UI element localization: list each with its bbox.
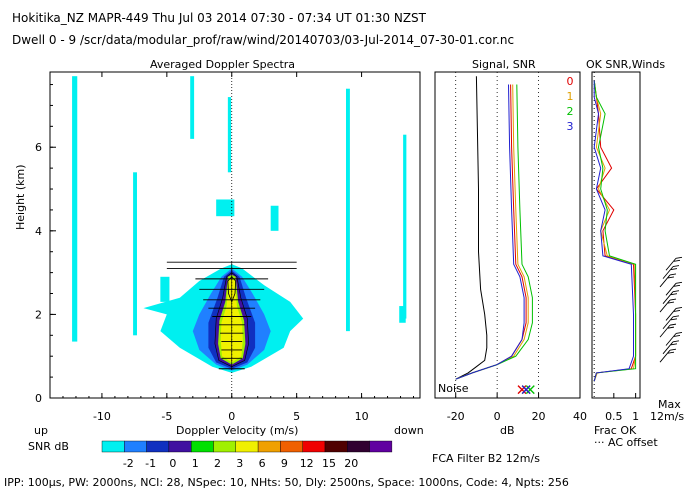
echo-strip-0	[72, 76, 78, 342]
colorbar-tick-8: 12	[300, 457, 314, 470]
wind-barb-8	[665, 281, 683, 296]
colorbar-swatch-2	[146, 440, 170, 453]
colorbar-tick-10: 20	[344, 457, 358, 470]
snr-xtick-label-2: 20	[532, 410, 546, 423]
file-path-line: Dwell 0 - 9 /scr/data/modular_prof/raw/w…	[12, 33, 515, 47]
colorbar-tick-3: 1	[192, 457, 199, 470]
echo-strip-1	[133, 172, 137, 336]
colorbar-tick-4: 2	[214, 457, 221, 470]
wind-barb-7	[662, 290, 680, 304]
snr-xtick-label-3: 40	[573, 410, 587, 423]
ac-offset-label: ··· AC offset	[594, 436, 658, 449]
echo-strip-5	[403, 134, 407, 319]
colorbar-swatch-10	[324, 440, 348, 453]
winds-title: OK SNR,Winds	[586, 58, 666, 71]
spectra-ytick-label-1: 2	[35, 308, 42, 321]
colorbar-swatch-5	[213, 440, 236, 453]
spectra-ytick-label-2: 4	[35, 225, 42, 238]
snr-title: Signal, SNR	[472, 58, 536, 71]
snr-series-signal-2	[455, 84, 533, 380]
winds-legend-0: 0	[567, 75, 574, 88]
colorbar-tick-1: -1	[145, 457, 156, 470]
echo-strip-9	[399, 306, 406, 323]
spectra-title: Averaged Doppler Spectra	[150, 58, 296, 71]
snr-series-signal-0	[455, 84, 527, 380]
winds-xtick-label-0: 0.5	[605, 410, 623, 423]
echo-strip-4	[346, 88, 350, 332]
snr-series-noise	[455, 76, 488, 380]
wind-barb-1	[662, 340, 680, 355]
echo-strip-3	[227, 97, 232, 173]
wind-barb-11	[665, 256, 683, 271]
colorbar-swatch-12	[369, 440, 393, 453]
winds-frame	[591, 71, 641, 399]
winds-legend-2: 2	[567, 105, 574, 118]
frac-ok-label: Frac OK	[594, 424, 637, 437]
wind-barb-10	[662, 265, 680, 279]
colorbar-tick-6: 6	[259, 457, 266, 470]
colorbar-tick-9: 15	[322, 457, 336, 470]
echo-strip-2	[190, 76, 195, 139]
x-axis-label: Doppler Velocity (m/s)	[176, 424, 299, 437]
winds-series-3	[593, 80, 634, 382]
colorbar-swatch-3	[168, 440, 192, 453]
snr-series-signal-3	[455, 84, 525, 380]
snr-noise-marker-2	[525, 385, 535, 395]
wind-barb-6	[659, 298, 677, 313]
max-label: Max	[658, 398, 681, 411]
max-value: 12m/s	[650, 410, 685, 423]
colorbar-swatch-9	[302, 440, 326, 453]
spectra-xtick-label-4: 10	[355, 410, 369, 423]
spectra-xtick-label-2: 0	[228, 410, 235, 423]
wind-barb-9	[659, 273, 677, 288]
wind-barb-5	[665, 306, 683, 321]
noise-label: Noise	[438, 382, 469, 395]
colorbar-swatch-6	[235, 440, 259, 453]
snr-xtick-label-0: -20	[447, 410, 465, 423]
wind-barb-3	[659, 323, 677, 338]
spectra-xtick-label-3: 5	[293, 410, 300, 423]
snr-xtick-label-1: 0	[494, 410, 501, 423]
spectra-ytick-label-3: 6	[35, 141, 42, 154]
winds-series-2	[593, 80, 637, 382]
filter-label: FCA Filter B2 12m/s	[432, 452, 540, 465]
snr-xlabel: dB	[500, 424, 515, 437]
colorbar-tick-7: 9	[281, 457, 288, 470]
winds-legend-1: 1	[567, 90, 574, 103]
winds-legend-3: 3	[567, 120, 574, 133]
colorbar-tick-2: 0	[169, 457, 176, 470]
echo-strip-7	[160, 276, 170, 302]
snr-noise-marker-3	[521, 385, 531, 395]
colorbar-tick-5: 3	[236, 457, 243, 470]
wind-barb-0	[659, 348, 677, 363]
snr-noise-marker-0	[517, 385, 527, 395]
colorbar-swatch-4	[190, 440, 214, 453]
instrument-params: IPP: 100µs, PW: 2000ns, NCI: 28, NSpec: …	[4, 476, 569, 489]
title-line: Hokitika_NZ MAPR-449 Thu Jul 03 2014 07:…	[12, 11, 426, 25]
snr-frame	[434, 71, 581, 399]
colorbar-swatch-0	[101, 440, 125, 453]
colorbar-swatch-11	[347, 440, 370, 453]
wind-barb-2	[665, 332, 683, 346]
echo-strip-6	[216, 199, 235, 217]
spectra-xtick-label-0: -10	[93, 410, 111, 423]
echo-strip-8	[270, 205, 279, 231]
winds-xtick-label-1: 1	[632, 410, 639, 423]
colorbar-swatch-8	[280, 440, 303, 453]
colorbar-swatch-7	[257, 440, 281, 453]
wind-barb-4	[662, 315, 680, 330]
colorbar-tick-0: -2	[123, 457, 134, 470]
direction-down-label: down	[394, 424, 424, 437]
colorbar-swatch-1	[124, 440, 147, 453]
direction-up-label: up	[34, 424, 48, 437]
spectra-xtick-label-1: -5	[161, 410, 172, 423]
colorbar-label: SNR dB	[28, 440, 69, 453]
spectra-frame	[49, 71, 421, 399]
spectra-ytick-label-0: 0	[35, 392, 42, 405]
